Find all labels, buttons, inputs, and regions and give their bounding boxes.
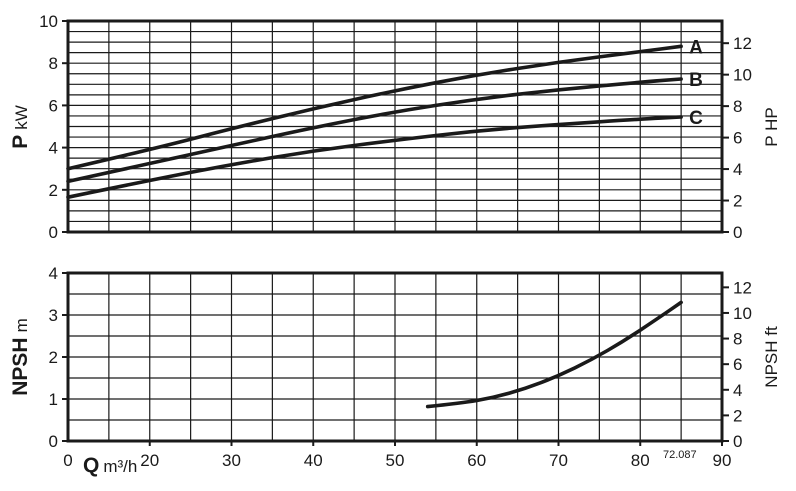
power-right-tick-label: 2 — [733, 192, 742, 211]
npsh-y-axis-unit: m — [12, 318, 31, 332]
power-right-tick-label: 6 — [733, 129, 742, 148]
npsh-left-tick-label: 2 — [49, 348, 58, 367]
figure-code: 72.087 — [663, 449, 697, 461]
power-right-tick-label: 0 — [733, 223, 742, 242]
npsh-right-tick-label: 10 — [733, 304, 752, 323]
x-axis-ticks: 0 20 30 40 50 60 70 80 90 — [63, 441, 731, 470]
power-right-tick-label: 10 — [733, 66, 752, 85]
x-axis-unit: m³/h — [103, 457, 137, 476]
npsh-left-tick-label: 4 — [49, 264, 58, 283]
curve-b — [66, 77, 683, 184]
curve-c — [66, 115, 683, 199]
npsh-right-tick-label: 8 — [733, 330, 742, 349]
npsh-left-tick-label: 3 — [49, 306, 58, 325]
curve-label-b: B — [689, 70, 703, 91]
npsh-left-tick-label: 1 — [49, 390, 58, 409]
npsh-right-tick-label: 2 — [733, 406, 742, 425]
curve-a — [66, 44, 683, 171]
x-tick-label: 30 — [222, 451, 241, 470]
npsh-right-tick-label: 6 — [733, 355, 742, 374]
x-tick-label: 90 — [713, 451, 732, 470]
x-tick-label: 70 — [549, 451, 568, 470]
npsh-grid — [68, 273, 722, 441]
power-right-tick-label: 4 — [733, 160, 742, 179]
power-y-right-axis-title: P HP — [762, 107, 781, 146]
npsh-right-tick-label: 4 — [733, 381, 742, 400]
power-panel: 0 2 4 6 8 10 0 2 4 6 8 10 12 ABC — [39, 12, 752, 242]
x-axis-symbol: Q — [83, 454, 99, 477]
power-left-tick-label: 10 — [39, 12, 58, 31]
npsh-left-tick-label: 0 — [49, 432, 58, 451]
power-right-tick-label: 8 — [733, 97, 742, 116]
curve-label-a: A — [689, 37, 703, 58]
x-tick-label: 60 — [467, 451, 486, 470]
x-tick-label: 40 — [304, 451, 323, 470]
power-left-tick-label: 6 — [49, 96, 58, 115]
power-left-tick-label: 2 — [49, 181, 58, 200]
power-left-tick-label: 8 — [49, 54, 58, 73]
curve-label-c: C — [689, 108, 703, 129]
power-curves — [66, 44, 683, 199]
x-tick-label: 80 — [631, 451, 650, 470]
npsh-y-axis-symbol: NPSH — [9, 337, 32, 395]
npsh-left-ticks: 0 1 2 3 4 — [49, 264, 68, 451]
power-y-axis-unit: kW — [12, 105, 31, 130]
npsh-right-tick-label: 0 — [733, 432, 742, 451]
power-plot-frame — [66, 19, 724, 234]
power-left-tick-label: 0 — [49, 223, 58, 242]
power-curve-labels: ABC — [689, 37, 703, 129]
npsh-y-right-axis-title: NPSH ft — [762, 326, 781, 388]
power-y-axis-symbol: P — [9, 135, 32, 149]
npsh-right-tick-label: 12 — [733, 278, 752, 297]
x-tick-label: 50 — [386, 451, 405, 470]
x-tick-label: 20 — [140, 451, 159, 470]
power-left-tick-label: 4 — [49, 139, 58, 158]
npsh-y-axis-title: NPSH m — [9, 318, 32, 396]
curve-npsh — [425, 300, 683, 409]
power-right-ticks: 0 2 4 6 8 10 12 — [722, 34, 752, 242]
power-right-tick-label: 12 — [733, 34, 752, 53]
x-tick-label: 0 — [63, 451, 72, 470]
npsh-curves — [425, 300, 683, 409]
power-left-ticks: 0 2 4 6 8 10 — [39, 12, 68, 242]
power-y-axis-title: PkW — [9, 105, 32, 149]
npsh-right-ticks: 0 2 4 6 8 10 12 — [722, 278, 752, 451]
